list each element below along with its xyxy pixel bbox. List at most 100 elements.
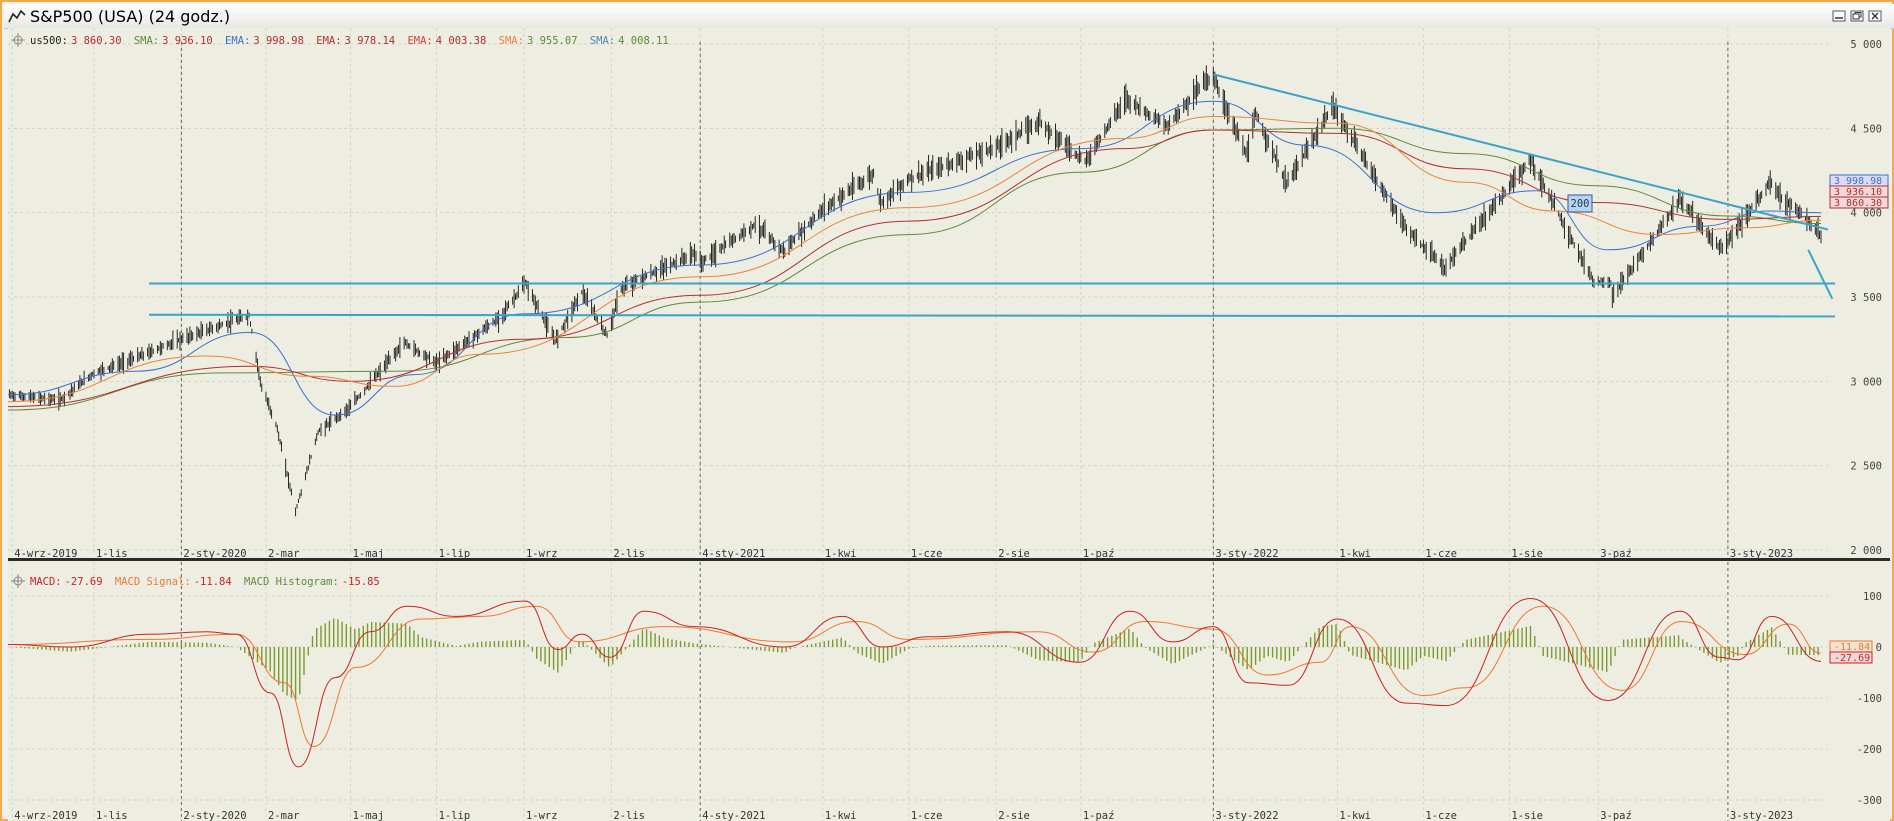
macd-axis: 100 0 -100 -200 -300 [1857,591,1882,807]
x-tick-label: 1-kwi [1339,548,1371,560]
window-title: S&P500 (USA) (24 godz.) [30,7,231,26]
x-tick-label: 3-paź [1600,548,1632,560]
chart-line-icon [8,9,26,23]
y-tick-label: 4 500 [1850,123,1882,135]
y-tick-label: 3 500 [1850,292,1882,304]
y-tick-label: -100 [1857,693,1882,705]
restore-icon[interactable] [1850,10,1864,22]
trendline-support-low [148,313,1836,318]
x-tick-label: 3-sty-2022 [1215,548,1278,560]
legend-macd-label: MACD: [30,576,62,588]
window-titlebar[interactable]: S&P500 (USA) (24 godz.) [4,4,1894,29]
x-tick-label: 1-kwi [1339,810,1371,821]
y-tick-label: 3 000 [1850,376,1882,388]
x-tick-label: 1-sie [1511,810,1543,821]
annotation-200[interactable]: 200 [1567,194,1593,213]
x-tick-label: 1-wrz [526,810,558,821]
x-tick-label: 2-mar [268,810,300,821]
macd-histogram [11,618,1819,700]
x-tick-label: 2-sty-2020 [183,810,246,821]
trendlines[interactable] [148,73,1836,318]
x-tick-label: 3-sty-2023 [1730,548,1793,560]
x-tick-label: 3-sty-2022 [1215,810,1278,821]
x-tick-label: 1-lip [439,548,471,560]
x-tick-label: 1-lis [96,810,128,821]
axis-tag-macd: -27.69 [1834,653,1870,664]
x-tick-label: 1-lip [439,810,471,821]
price-axis: 5 000 4 500 4 000 3 500 3 000 2 500 2 000 [1850,39,1882,557]
y-tick-label: 4 000 [1850,208,1882,220]
x-tick-label: 1-lis [96,548,128,560]
moving-average-line [8,100,1822,416]
x-tick-label: 1-cze [911,548,943,560]
chart-canvas[interactable]: us500: 3 860.30 SMA: 3 936.10 EMA: 3 998.98… [8,28,1890,821]
year-separators [180,42,1729,821]
axis-tag-signal: -11.84 [1834,642,1870,653]
legend-ema-label: EMA: [407,35,432,47]
x-tick-label: 1-maj [353,548,385,560]
price-legend: us500: 3 860.30 SMA: 3 936.10 EMA: 3 998.98… [11,33,669,47]
legend-histogram-value: -15.85 [342,576,380,588]
legend-sma-value: 3 936.10 [162,35,213,47]
moving-average-line [8,127,1822,411]
legend-ema-value: 4 003.38 [436,35,487,47]
minimize-icon[interactable] [1832,10,1846,22]
x-tick-label: 4-wrz-2019 [14,548,77,560]
macd-pane [8,561,1890,821]
x-tick-label: 1-cze [1425,548,1457,560]
y-tick-label: -300 [1857,795,1882,807]
x-tick-label: 2-sty-2020 [183,548,246,560]
legend-sma-label: SMA: [134,35,159,47]
x-tick-label: 1-paź [1083,548,1115,560]
trendline-projection [1807,249,1834,300]
annotation-label: 200 [1571,198,1590,210]
x-tick-label: 1-wrz [526,548,558,560]
price-x-axis: 4-wrz-2019 1-lis 2-sty-2020 2-mar 1-maj 1-lip… [14,548,1793,560]
legend-price-value: 3 860.30 [71,35,122,47]
y-tick-label: 0 [1876,642,1882,654]
legend-histogram-label: MACD Histogram: [244,576,339,588]
legend-macd-value: -27.69 [65,576,103,588]
crosshair-move-icon[interactable] [11,33,25,47]
x-tick-label: 4-wrz-2019 [14,810,77,821]
price-series [8,65,1822,517]
macd-legend: MACD: -27.69 MACD Signal: -11.84 MACD Hist… [11,574,380,588]
axis-tag-sma: 3 936.10 [1834,187,1882,198]
price-bars [8,65,1822,517]
macd-axis-tags: -11.84 -27.69 [1829,640,1873,664]
price-pane [8,28,1890,558]
crosshair-move-icon[interactable] [11,574,25,588]
macd-legend-text: MACD: -27.69 MACD Signal: -11.84 MACD Hist… [30,576,380,588]
axis-tag-ema: 3 998.98 [1834,176,1882,187]
y-tick-label: -200 [1857,744,1882,756]
legend-ema-value: 3 998.98 [253,35,304,47]
legend-price-label: us500: [30,35,68,47]
close-icon[interactable] [1868,10,1882,22]
x-tick-label: 4-sty-2021 [702,810,765,821]
macd-line [8,597,1822,768]
x-tick-label: 1-cze [911,810,943,821]
price-legend-text: us500: 3 860.30 SMA: 3 936.10 EMA: 3 998.98… [30,35,669,47]
x-tick-label: 1-maj [353,810,385,821]
x-tick-label: 2-lis [613,810,645,821]
legend-ema-label: EMA: [316,35,341,47]
y-tick-label: 5 000 [1850,39,1882,51]
legend-sma-label: SMA: [499,35,524,47]
x-tick-label: 2-mar [268,548,300,560]
x-tick-label: 3-paź [1600,810,1632,821]
legend-sma-value: 3 955.07 [527,35,578,47]
y-tick-label: 2 000 [1850,545,1882,557]
legend-signal-label: MACD Signal: [115,576,191,588]
x-tick-label: 2-lis [613,548,645,560]
pane-separator[interactable] [8,558,1890,561]
y-tick-label: 2 500 [1850,461,1882,473]
y-tick-label: 100 [1863,591,1882,603]
price-axis-tags: 3 998.98 3 936.10 3 860.30 [1829,174,1889,209]
legend-sma-label: SMA: [590,35,615,47]
x-tick-label: 4-sty-2021 [702,548,765,560]
x-tick-label: 3-sty-2023 [1730,810,1793,821]
x-tick-label: 2-sie [998,548,1030,560]
x-tick-label: 1-sie [1511,548,1543,560]
x-tick-label: 1-paź [1083,810,1115,821]
